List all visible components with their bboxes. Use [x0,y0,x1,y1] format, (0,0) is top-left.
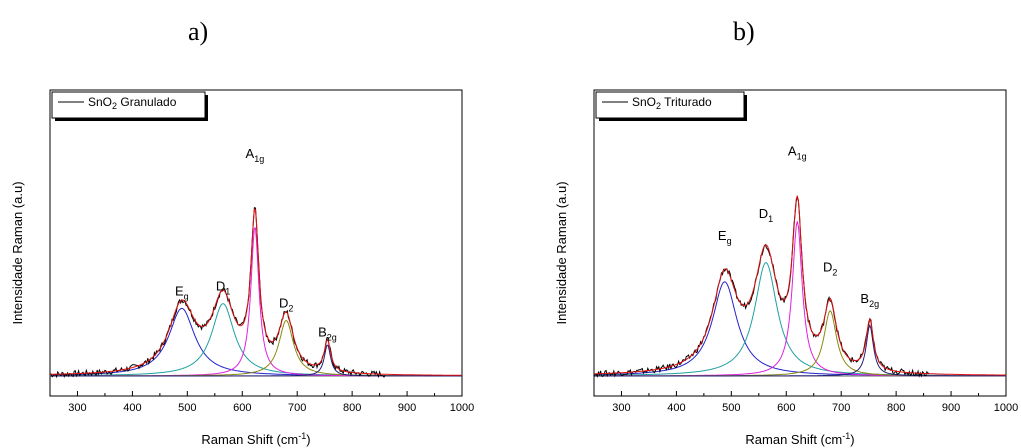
peak-label-sub: 2 [832,267,837,277]
peak-label-base: B [318,325,327,340]
x-tick-label: 1000 [994,402,1018,414]
x-tick-label: 800 [887,402,905,414]
legend-label: SnO2 Triturado [632,95,712,111]
peak-label-base: E [175,284,184,299]
legend-box [595,91,745,119]
x-axis-title-sup: -1 [842,431,850,441]
plot-frame [49,89,463,397]
peak-label-base: B [860,291,869,306]
legend-label-sub: 2 [112,101,117,111]
component-curve-3 [50,227,462,377]
x-axis-title: Raman Shift (cm-1) [745,431,854,447]
x-tick-label: 900 [398,402,416,414]
component-curve-4 [50,319,462,377]
x-axis-title-close: ) [306,432,310,447]
x-tick-label: 400 [123,402,141,414]
component-curve-3 [594,221,1006,377]
peak-label-3: A1g [788,143,807,161]
peak-label-base: E [718,228,727,243]
x-axis-title-main: Raman Shift (cm [201,432,298,447]
legend-box [51,91,206,119]
peak-label-sub: 1 [225,287,230,297]
peak-label-base: D [823,259,832,274]
peak-label-base: D [279,296,288,311]
x-tick-label: 300 [612,402,630,414]
peak-label-sub: 1g [254,154,264,164]
component-curve-2 [594,262,1006,377]
x-tick-label: 600 [777,402,795,414]
peak-label-2: D1 [759,206,773,224]
x-tick-label: 1000 [450,402,474,414]
peak-label-sub: 1 [768,214,773,224]
peak-label-5: B2g [318,325,337,343]
peak-label-5: B2g [860,291,879,309]
peak-label-base: A [788,143,797,158]
legend-label-prefix: SnO [88,95,112,109]
peak-label-4: D2 [823,259,837,277]
legend-label-prefix: SnO [632,95,656,109]
panel-label: b) [733,17,755,46]
x-tick-label: 500 [722,402,740,414]
peak-label-sub: 2g [327,333,337,343]
component-curve-5 [50,344,462,377]
cumulative-fit [50,208,462,376]
x-axis-title-close: ) [850,432,854,447]
component-curve-4 [594,310,1006,377]
cumulative-fit [594,195,1007,376]
legend-label-suffix: Granulado [117,95,177,109]
panel-label: a) [188,17,208,46]
peak-label-base: D [759,206,768,221]
legend-label-suffix: Triturado [661,95,712,109]
peak-label-sub: 2 [288,304,293,314]
x-axis-title-sup: -1 [298,431,306,441]
x-tick-label: 500 [178,402,196,414]
x-axis-title: Raman Shift (cm-1) [201,431,310,447]
chart-panel-1: a) 300 400 500 600 700 800 900 1000 Raman Shift (… [10,17,474,447]
peak-label-sub: g [184,292,189,302]
x-tick-label: 700 [832,402,850,414]
peak-label-sub: g [727,236,732,246]
y-axis-title: Intensidade Raman (a.u) [10,181,25,324]
plot-frame [593,89,1007,397]
x-tick-label: 400 [667,402,685,414]
peak-label-3: A1g [246,146,265,164]
peak-label-4: D2 [279,296,293,314]
peak-label-1: Eg [175,284,189,302]
x-tick-label: 700 [288,402,306,414]
peak-label-base: D [216,279,225,294]
peak-label-2: D1 [216,279,230,297]
peak-label-base: A [246,146,255,161]
peak-label-sub: 2g [869,299,879,309]
x-axis-title-main: Raman Shift (cm [745,432,842,447]
x-tick-label: 300 [68,402,86,414]
measured-spectrum [593,195,930,379]
legend-label: SnO2 Granulado [88,95,177,111]
x-tick-label: 600 [233,402,251,414]
component-curve-2 [50,303,462,377]
y-axis-title: Intensidade Raman (a.u) [554,181,569,324]
legend-label-sub: 2 [656,101,661,111]
x-tick-label: 900 [942,402,960,414]
chart-panel-2: b) 300 400 500 600 700 800 900 1000 Raman Shift (… [554,17,1018,447]
component-curve-5 [594,323,1006,377]
peak-label-1: Eg [718,228,732,246]
x-tick-label: 800 [343,402,361,414]
peak-label-sub: 1g [797,151,807,161]
component-curve-1 [593,281,1006,377]
